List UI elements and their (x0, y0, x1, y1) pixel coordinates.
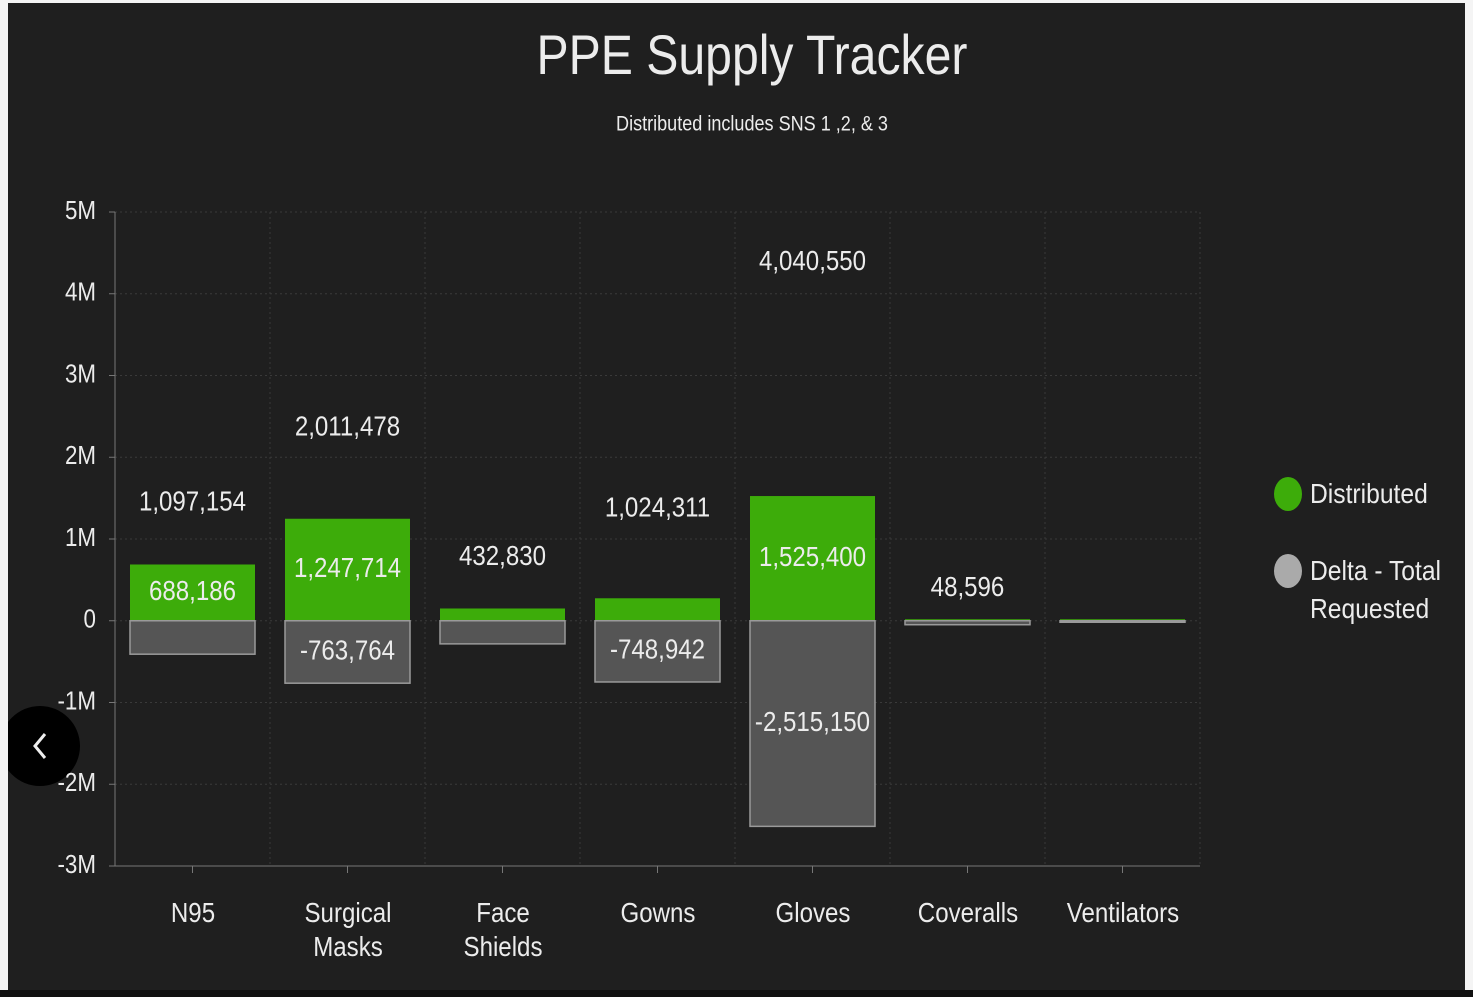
legend-swatch (1274, 477, 1302, 511)
y-tick-label: 5M (65, 196, 96, 225)
value-label: 688,186 (149, 574, 236, 606)
bar (439, 620, 566, 645)
x-tick-label: Surgical Masks (303, 897, 391, 960)
x-tick-label: Gloves (775, 897, 850, 928)
y-tick-label: 4M (65, 278, 96, 307)
x-tick-label: Gowns (620, 897, 695, 928)
total-label: 4,040,550 (759, 244, 866, 276)
value-label: 1,247,714 (294, 551, 401, 583)
x-tick-label: Face Shields (463, 897, 542, 960)
legend-label: Delta - Total Requested (1310, 555, 1442, 624)
chart-frame: PPE Supply Tracker Distributed includes … (8, 3, 1465, 990)
y-tick-label: 2M (65, 442, 96, 471)
x-labels: N95 Surgical Masks Face Shields Gowns Gloves… (8, 3, 1465, 960)
chart-subtitle: Distributed includes SNS 1 ,2, & 3 (616, 112, 888, 136)
y-tick-label: -1M (58, 687, 96, 716)
y-tick-label: 0 (84, 605, 96, 634)
total-label: 432,830 (459, 539, 546, 571)
x-tick-label: Ventilators (1066, 897, 1179, 928)
y-tick-label: 1M (65, 523, 96, 552)
total-label: 1,097,154 (139, 485, 246, 517)
total-label: 2,011,478 (295, 410, 400, 442)
bar (594, 620, 721, 683)
y-tick-label: -3M (58, 850, 96, 879)
bar (285, 518, 410, 621)
bar (904, 620, 1031, 626)
y-tick-label: 3M (65, 360, 96, 389)
total-label: 1,024,311 (605, 491, 710, 523)
bar (129, 620, 256, 655)
legend-swatch (1274, 554, 1302, 588)
legend-label: Distributed (1310, 478, 1428, 509)
bar (749, 620, 876, 828)
value-label: -763,764 (300, 634, 395, 666)
bar (130, 564, 255, 621)
bar (595, 598, 720, 621)
value-label: -2,515,150 (755, 705, 870, 737)
y-tick-label: -2M (58, 769, 96, 798)
bar (905, 619, 1030, 621)
bar (440, 608, 565, 621)
chart: PPE Supply Tracker Distributed includes … (8, 24, 1201, 879)
x-tick-label: Coveralls (917, 897, 1018, 928)
bar (750, 496, 875, 621)
nav-arrow (33, 733, 47, 759)
value-label: 1,525,400 (759, 540, 866, 572)
total-label: 48,596 (931, 570, 1005, 602)
value-label: -748,942 (610, 633, 705, 665)
bar (284, 620, 411, 684)
chart-title: PPE Supply Tracker (537, 24, 968, 86)
x-tick-label: N95 (170, 897, 215, 928)
bar (1059, 620, 1186, 623)
bottom-bar (0, 990, 1473, 997)
nav-button[interactable] (8, 706, 80, 786)
